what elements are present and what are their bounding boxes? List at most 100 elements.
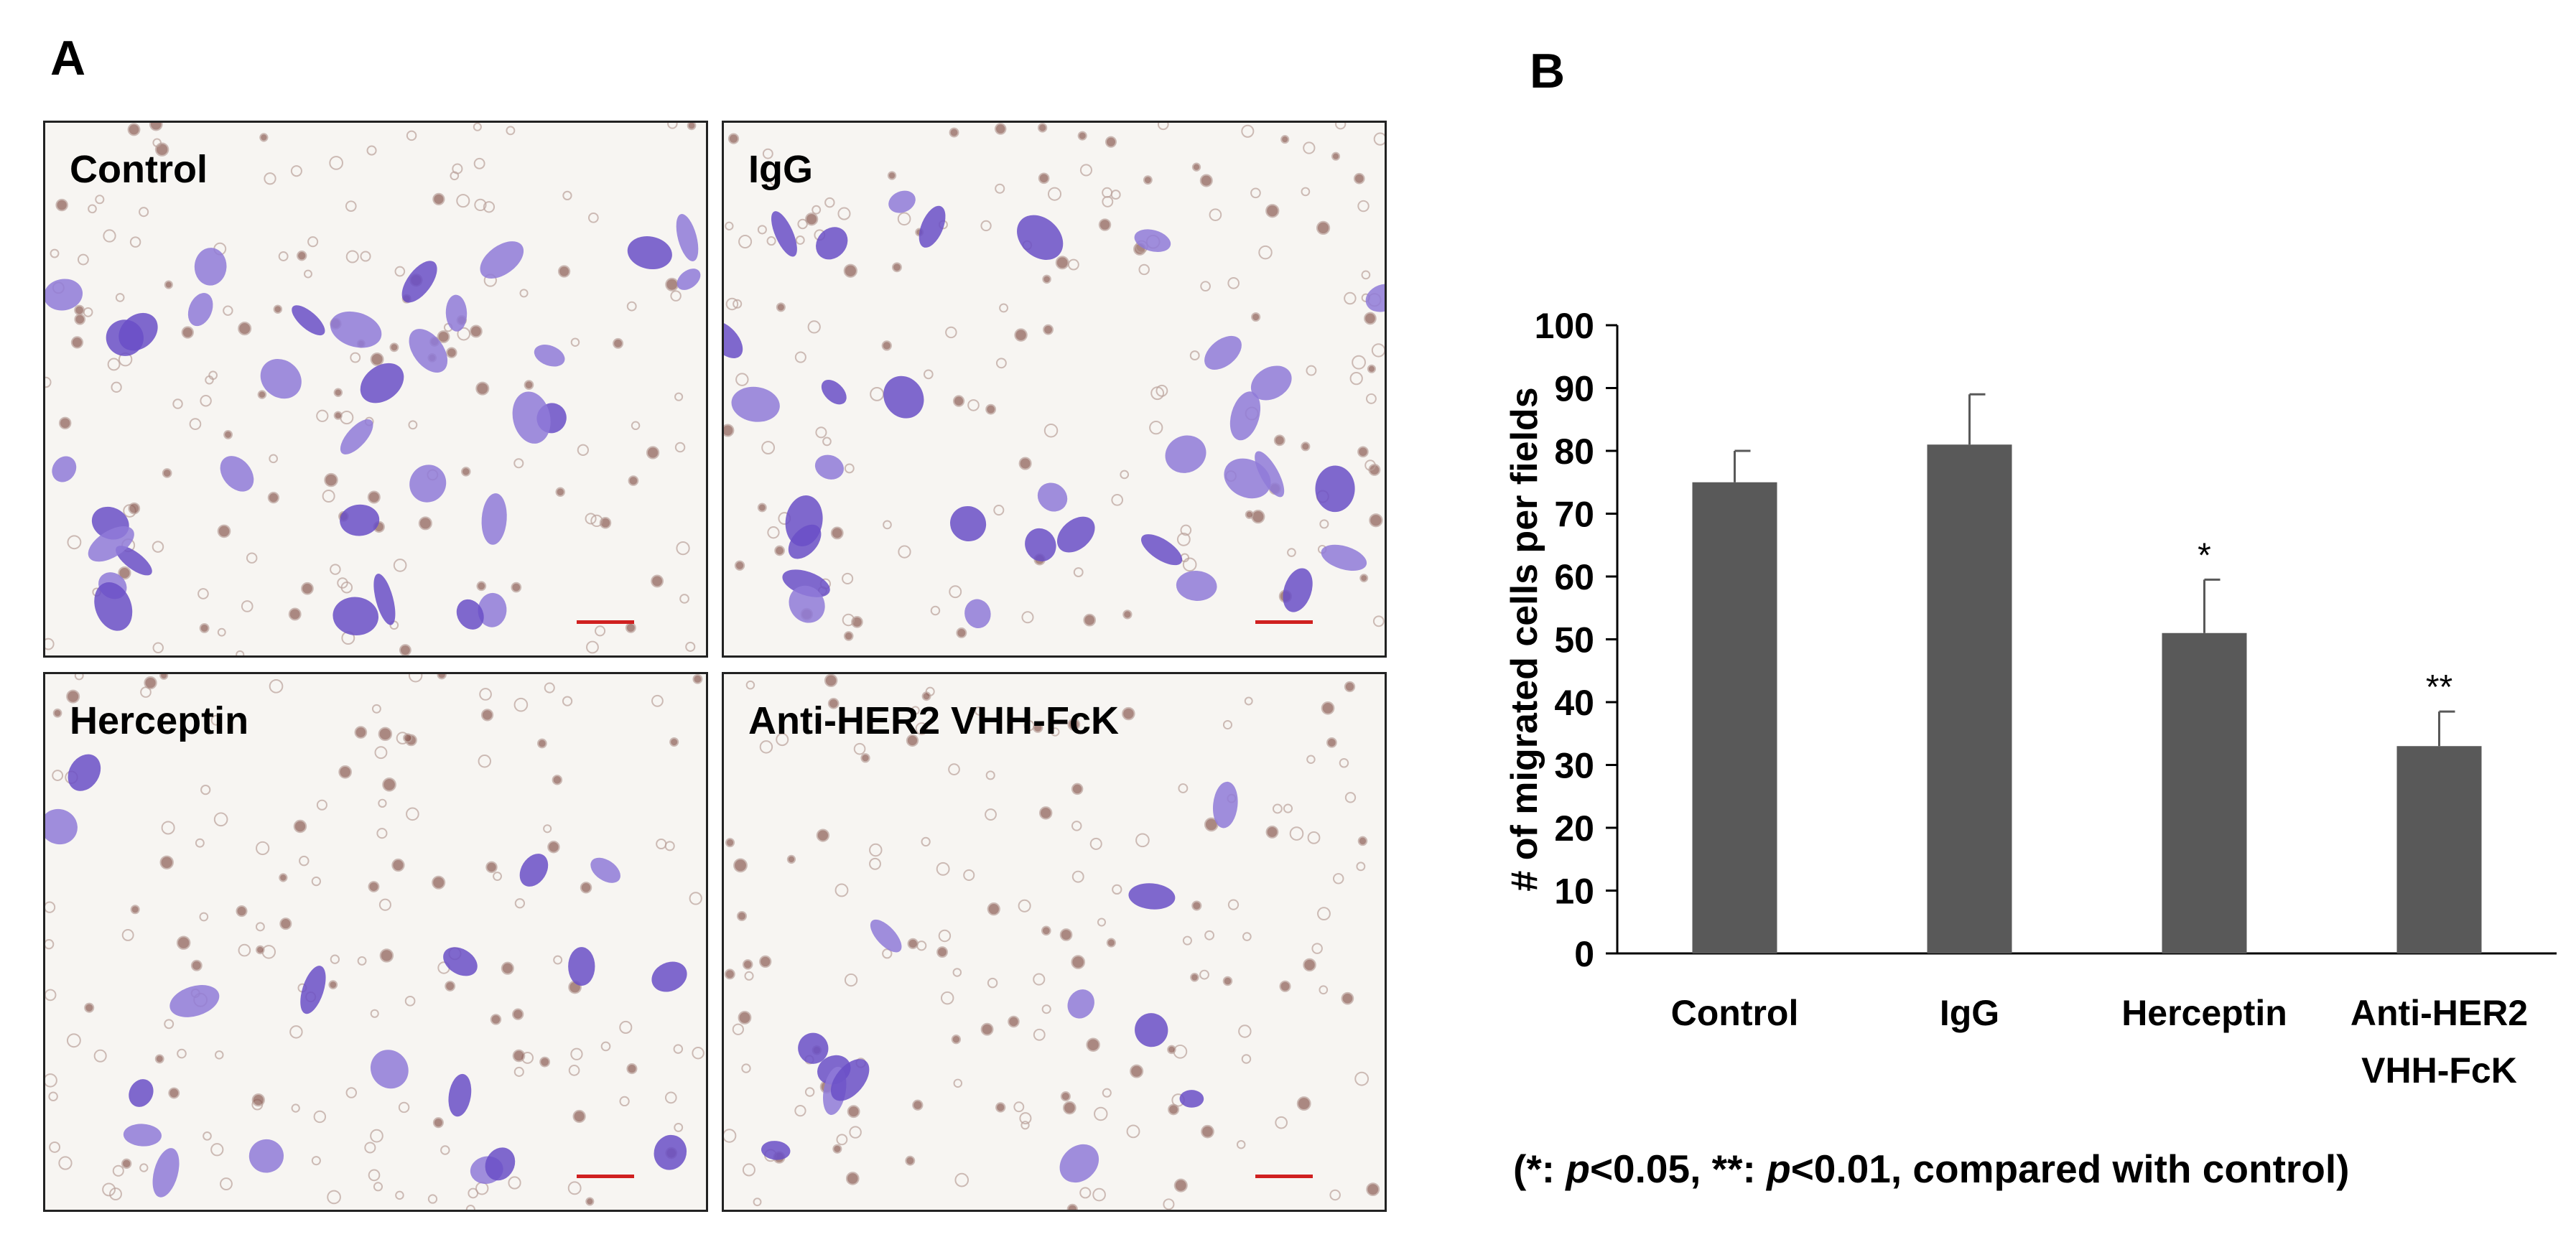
membrane-pore — [1335, 123, 1347, 130]
membrane-pore — [437, 330, 450, 344]
membrane-pore — [1071, 783, 1084, 795]
stained-cell — [360, 363, 404, 403]
membrane-pore — [210, 714, 222, 726]
membrane-pore — [128, 502, 141, 515]
membrane-pore — [1013, 1101, 1025, 1113]
membrane-pore — [1241, 1054, 1252, 1064]
stained-cell — [676, 269, 701, 290]
membrane-pore — [845, 1172, 860, 1185]
membrane-pore — [1073, 567, 1084, 577]
membrane-pore — [311, 1156, 321, 1166]
membrane-pore — [408, 420, 418, 430]
membrane-pore — [474, 198, 487, 212]
membrane-pore — [1251, 312, 1261, 322]
stained-cell — [1179, 1090, 1204, 1108]
membrane-pore — [570, 1047, 583, 1060]
membrane-pore — [290, 165, 302, 177]
membrane-pore — [261, 945, 276, 959]
membrane-pore — [1106, 938, 1116, 948]
membrane-pore — [1373, 132, 1385, 146]
membrane-pore — [738, 1011, 752, 1024]
membrane-pore — [483, 201, 496, 213]
membrane-pore — [1138, 263, 1150, 276]
membrane-pore — [1038, 806, 1053, 820]
membrane-pore — [945, 326, 957, 339]
stained-cell — [88, 526, 134, 562]
membrane-pore — [953, 1078, 963, 1088]
membrane-pore — [738, 235, 753, 249]
membrane-pore — [473, 123, 482, 131]
micrograph-control: Control — [43, 121, 708, 658]
scale-bar — [1255, 1175, 1313, 1178]
membrane-pore — [673, 1044, 684, 1054]
membrane-pore — [213, 812, 228, 827]
membrane-pore — [1047, 187, 1062, 201]
membrane-pore — [994, 123, 1007, 135]
membrane-pore — [376, 828, 388, 839]
membrane-pore — [77, 253, 89, 266]
membrane-pore — [725, 221, 734, 230]
membrane-pore — [49, 1141, 61, 1153]
membrane-pore — [333, 411, 343, 420]
membrane-pore — [1020, 1121, 1030, 1130]
membrane-pore — [832, 1144, 842, 1154]
membrane-pore — [759, 740, 773, 754]
membrane-pore — [67, 535, 82, 550]
membrane-pore — [172, 398, 183, 409]
membrane-pore — [1071, 955, 1086, 969]
bar — [2396, 746, 2482, 953]
stained-cell — [401, 261, 437, 303]
membrane-pore — [936, 946, 948, 958]
micrograph-texture — [724, 123, 1385, 641]
membrane-pore — [897, 212, 911, 226]
membrane-pore — [613, 337, 624, 349]
membrane-pore — [1369, 513, 1383, 528]
stained-cell — [300, 966, 326, 1014]
membrane-pore — [757, 225, 767, 235]
stained-cell — [1017, 215, 1064, 261]
membrane-pore — [1059, 928, 1073, 941]
membrane-pore — [338, 765, 352, 779]
membrane-pore — [345, 1087, 358, 1098]
significance-mark: * — [2198, 536, 2211, 574]
membrane-pore — [513, 697, 529, 712]
membrane-pore — [66, 689, 80, 704]
membrane-pore — [1279, 980, 1291, 992]
membrane-pore — [543, 824, 552, 834]
x-tick-label: Anti-HER2 — [2351, 993, 2528, 1033]
membrane-pore — [1041, 1004, 1051, 1014]
membrane-pore — [742, 1163, 755, 1177]
membrane-pore — [1191, 162, 1201, 172]
membrane-pore — [915, 722, 929, 735]
membrane-pore — [524, 380, 534, 390]
membrane-pore — [1361, 270, 1371, 280]
membrane-pore — [1111, 494, 1124, 506]
stained-cell — [1212, 781, 1238, 828]
membrane-pore — [307, 236, 319, 248]
footnote-p2: p — [1767, 1147, 1791, 1191]
membrane-pore — [882, 948, 893, 959]
membrane-pore — [646, 446, 660, 459]
scale-bar — [1255, 620, 1313, 624]
membrane-pore — [371, 704, 381, 714]
membrane-pore — [725, 838, 735, 848]
membrane-pore — [267, 492, 279, 504]
membrane-pore — [465, 1205, 475, 1210]
membrane-pore — [45, 638, 55, 650]
membrane-pore — [1359, 574, 1369, 583]
stained-cell — [370, 1050, 409, 1089]
membrane-pore — [45, 376, 52, 388]
stained-cell — [798, 1032, 829, 1064]
membrane-pore — [333, 388, 343, 398]
stained-cell — [1056, 516, 1095, 553]
membrane-pore — [461, 467, 471, 477]
stained-cell — [340, 419, 373, 454]
membrane-pore — [370, 1129, 383, 1143]
membrane-pore — [364, 1142, 376, 1154]
membrane-pore — [1130, 1064, 1144, 1078]
membrane-pore — [121, 1158, 132, 1169]
membrane-pore — [1163, 1198, 1175, 1210]
membrane-pore — [1236, 1139, 1246, 1149]
stained-cell — [676, 214, 699, 261]
stained-cell — [950, 505, 987, 542]
